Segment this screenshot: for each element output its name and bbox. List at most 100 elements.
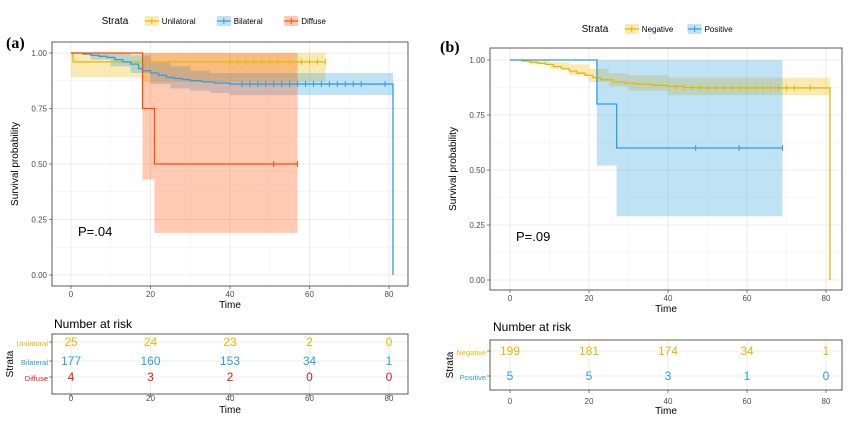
p-value-annotation: P=.04 <box>78 224 112 239</box>
risk-count: 199 <box>500 344 520 358</box>
risk-count: 177 <box>61 354 81 368</box>
survival-line-negative <box>510 59 831 280</box>
risk-count: 0 <box>823 369 830 383</box>
survival-line-bilateral <box>71 52 394 275</box>
risk-table-frame <box>489 339 843 391</box>
risk-count: 2 <box>227 370 234 384</box>
legend-label: Unilatoral <box>162 17 196 26</box>
risk-row-positive: Positive 5 5 3 1 0 <box>460 369 830 383</box>
risk-row-label: Bilateral <box>21 358 48 367</box>
risk-count: 25 <box>64 335 78 349</box>
risk-count: 0 <box>386 335 393 349</box>
legend-key-positive: Positive <box>687 24 734 34</box>
x-tick-label: 20 <box>585 294 594 303</box>
survival-line-diffuse <box>71 52 298 165</box>
risk-count: 34 <box>740 344 754 358</box>
risk-x-tick-label: 80 <box>385 394 394 403</box>
x-tick-label: 20 <box>146 290 155 299</box>
legend-a: Strata Unilatoral Bilateral Diffuse <box>102 16 327 27</box>
y-axis-title: Survival probability <box>10 122 21 206</box>
legend-key-bilateral: Bilateral <box>216 16 263 26</box>
x-tick-label: 40 <box>664 294 673 303</box>
risk-count: 3 <box>665 369 672 383</box>
risk-table-background <box>490 340 842 390</box>
legend-key-diffuse: Diffuse <box>284 16 327 26</box>
risk-count: 174 <box>658 344 678 358</box>
y-tick-label: 0.50 <box>31 160 47 169</box>
risk-x-tick-label: 40 <box>664 397 673 406</box>
risk-row-label: Unilatoral <box>16 339 48 348</box>
risk-row-bilateral: Bilateral 177 160 153 34 1 <box>21 354 393 368</box>
risk-count: 153 <box>220 354 240 368</box>
risk-x-tick-label: 20 <box>146 394 155 403</box>
ci-band-bilateral <box>71 53 393 275</box>
risk-x-tick-label: 0 <box>69 394 74 403</box>
panel-a-label: (a) <box>6 35 25 52</box>
survival-line-positive <box>510 59 783 149</box>
risk-count: 23 <box>223 335 237 349</box>
legend-title: Strata <box>582 24 609 35</box>
x-axis-title: Time <box>655 304 677 315</box>
y-tick-label: 0.00 <box>469 276 485 285</box>
risk-count: 2 <box>306 335 313 349</box>
y-tick-label: 0.00 <box>31 271 47 280</box>
x-tick-label: 60 <box>743 294 752 303</box>
risk-x-tick-label: 0 <box>508 397 513 406</box>
risk-count: 5 <box>586 369 593 383</box>
risk-count: 1 <box>386 354 393 368</box>
risk-count: 0 <box>306 370 313 384</box>
legend-label: Diffuse <box>301 17 326 26</box>
ci-band-negative <box>510 60 830 96</box>
legend-key-negative: Negative <box>624 24 674 34</box>
risk-count: 34 <box>303 354 317 368</box>
y-tick-label: 0.25 <box>469 221 485 230</box>
risk-row-negative: Negative 199 181 174 34 1 <box>456 344 829 358</box>
risk-table-title: Number at risk <box>493 320 572 334</box>
plot-b: 0 20 40 60 80 0.00 0.25 0.50 0.75 1.00 Time Surviva… <box>448 47 843 315</box>
x-tick-label: 80 <box>822 294 831 303</box>
risk-row-label: Positive <box>460 373 486 382</box>
x-axis-title: Time <box>219 300 241 311</box>
y-tick-label: 0.75 <box>469 111 485 120</box>
legend-key-unilatoral: Unilatoral <box>144 16 196 26</box>
risk-count: 3 <box>147 370 154 384</box>
risk-row-diffuse: Diffuse 4 3 2 0 0 <box>25 370 393 384</box>
ci-band-positive <box>596 60 783 217</box>
legend-label: Bilateral <box>234 17 263 26</box>
risk-count: 1 <box>744 369 751 383</box>
risk-count: 0 <box>386 370 393 384</box>
legend-label: Positive <box>705 25 734 34</box>
risk-x-tick-label: 20 <box>585 397 594 406</box>
y-tick-label: 0.75 <box>31 105 47 114</box>
risk-y-axis-title: Strata <box>445 351 456 378</box>
ci-band-diffuse <box>142 53 298 233</box>
y-tick-label: 1.00 <box>469 56 485 65</box>
legend-label: Negative <box>642 25 674 34</box>
y-tick-label: 0.50 <box>469 166 485 175</box>
legend-title: Strata <box>102 16 129 27</box>
panel-a: (a) Strata Unilatoral Bilateral Diffuse 0 20… <box>5 16 409 416</box>
panel-b: (b) Strata Negative Positive 0 20 40 60 80 0.00… <box>440 24 843 417</box>
risk-table-title: Number at risk <box>54 317 133 331</box>
y-tick-label: 0.25 <box>31 216 47 225</box>
x-tick-label: 0 <box>69 290 74 299</box>
plot-frame <box>489 47 843 291</box>
panel-b-label: (b) <box>440 39 460 56</box>
risk-count: 5 <box>507 369 514 383</box>
risk-x-axis-title: Time <box>219 405 241 416</box>
risk-count: 160 <box>140 354 160 368</box>
x-tick-label: 0 <box>508 294 513 303</box>
y-tick-label: 1.00 <box>31 49 47 58</box>
risk-row-unilatoral: Unilatoral 25 24 23 2 0 <box>16 335 392 349</box>
y-axis-title: Survival probability <box>448 127 459 211</box>
risk-x-tick-label: 60 <box>305 394 314 403</box>
risk-x-tick-label: 80 <box>822 397 831 406</box>
risk-count: 1 <box>823 344 830 358</box>
risk-x-tick-label: 60 <box>743 397 752 406</box>
risk-y-axis-title: Strata <box>5 350 16 377</box>
risk-row-label: Diffuse <box>25 374 48 383</box>
risk-x-axis-title: Time <box>655 406 677 417</box>
legend-b: Strata Negative Positive <box>582 24 734 35</box>
